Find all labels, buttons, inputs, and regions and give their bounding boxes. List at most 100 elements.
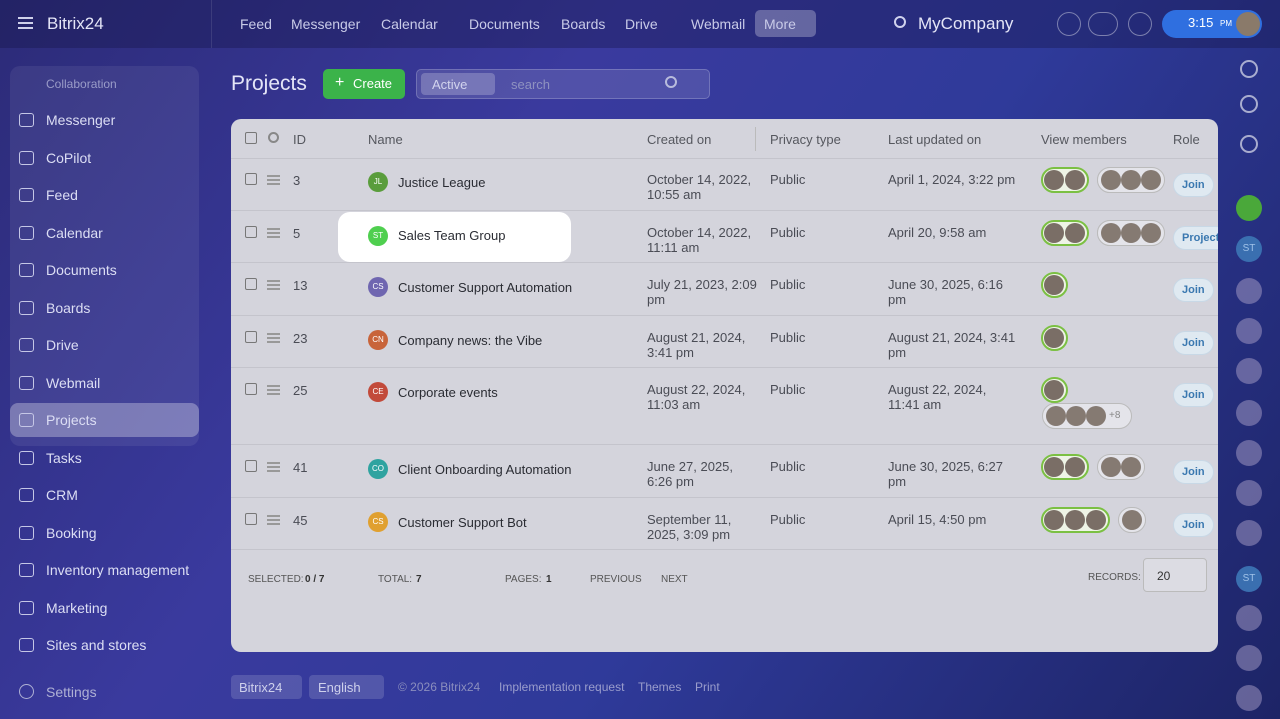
row-checkbox[interactable]: [245, 460, 257, 472]
row-checkbox[interactable]: [245, 226, 257, 238]
column-header[interactable]: ID: [293, 132, 306, 147]
avatar: [1101, 457, 1121, 477]
rail-icon[interactable]: [1240, 135, 1258, 153]
logo[interactable]: Bitrix24: [47, 14, 104, 33]
table-row[interactable]: 5 October 14, 2022, 11:11 am Public April 2…: [231, 211, 1218, 263]
sidebar-item[interactable]: Inventory management: [46, 562, 190, 578]
previous-button[interactable]: PREVIOUS: [590, 574, 642, 585]
header-checkbox[interactable]: [245, 132, 257, 144]
role-button[interactable]: Join: [1173, 278, 1214, 302]
rail-icon[interactable]: [1240, 95, 1258, 113]
rail-avatar[interactable]: [1236, 278, 1262, 304]
avatar: [1044, 223, 1064, 243]
column-header[interactable]: Role: [1173, 132, 1200, 147]
role-button[interactable]: Join: [1173, 513, 1214, 537]
pages-value: 1: [546, 574, 552, 585]
row-checkbox[interactable]: [245, 173, 257, 185]
footer-link[interactable]: Implementation request: [499, 680, 625, 694]
project-name[interactable]: Company news: the Vibe: [398, 333, 543, 348]
project-name[interactable]: Client Onboarding Automation: [398, 462, 572, 477]
rail-icon[interactable]: [1240, 60, 1258, 78]
filter-chip[interactable]: Active: [421, 73, 495, 95]
table-row[interactable]: 41 CO Client Onboarding Automation June 27,…: [231, 445, 1218, 498]
settings[interactable]: Settings: [46, 684, 97, 700]
nav-item[interactable]: Boards: [561, 16, 606, 32]
rail-badge[interactable]: ST: [1236, 236, 1262, 262]
nav-item[interactable]: Feed: [240, 16, 272, 32]
sidebar-item[interactable]: Tasks: [46, 449, 82, 466]
table-row[interactable]: 45 CS Customer Support Bot September 11, 20…: [231, 498, 1218, 550]
role-button[interactable]: Join: [1173, 383, 1214, 407]
sidebar-item[interactable]: Booking: [46, 524, 97, 541]
nav-item[interactable]: Drive: [625, 16, 658, 32]
row-checkbox[interactable]: [245, 383, 257, 395]
nav-item[interactable]: Calendar: [381, 16, 438, 32]
rail-lock[interactable]: [1236, 195, 1262, 221]
rail-avatar[interactable]: [1236, 605, 1262, 631]
project-name[interactable]: Customer Support Automation: [398, 280, 573, 295]
rail-avatar[interactable]: [1236, 685, 1262, 711]
rail-avatar[interactable]: [1236, 318, 1262, 344]
footer-logo[interactable]: Bitrix24: [231, 675, 302, 699]
role-button[interactable]: Join: [1173, 173, 1214, 197]
rail-avatar[interactable]: [1236, 645, 1262, 671]
nav-item[interactable]: Documents: [469, 16, 540, 32]
created-on: June 27, 2025, 6:26 pm: [647, 459, 734, 489]
records-select[interactable]: 20: [1143, 558, 1207, 592]
role-button[interactable]: Join: [1173, 331, 1214, 355]
rail-avatar[interactable]: [1236, 358, 1262, 384]
rail-avatar[interactable]: [1236, 440, 1262, 466]
column-header[interactable]: View members: [1041, 132, 1127, 147]
next-button[interactable]: NEXT: [661, 574, 688, 585]
row-checkbox[interactable]: [245, 513, 257, 525]
rail-avatar[interactable]: [1236, 520, 1262, 546]
column-header[interactable]: Created on: [647, 132, 712, 147]
sidebar-item[interactable]: CoPilot: [46, 149, 92, 166]
icon-button[interactable]: [1088, 12, 1118, 36]
company[interactable]: MyCompany: [918, 14, 1014, 33]
settings-icon[interactable]: [268, 132, 279, 143]
rail-avatar[interactable]: [1236, 400, 1262, 426]
row-checkbox[interactable]: [245, 331, 257, 343]
sidebar-item[interactable]: Sites and stores: [46, 637, 147, 653]
nav-item[interactable]: More: [764, 16, 796, 32]
project-name[interactable]: Corporate events: [398, 385, 498, 400]
avatar: [1044, 457, 1064, 477]
rail-avatar[interactable]: [1236, 480, 1262, 506]
sidebar-item[interactable]: Marketing: [46, 599, 108, 616]
clock[interactable]: 3:15 PM: [1162, 10, 1262, 38]
sidebar-item[interactable]: Calendar: [46, 224, 103, 241]
project-name[interactable]: Sales Team Group: [398, 228, 506, 243]
role-button[interactable]: Join: [1173, 460, 1214, 484]
column-header[interactable]: Name: [368, 132, 403, 147]
project-name[interactable]: Customer Support Bot: [398, 515, 527, 530]
table-row[interactable]: 25 CE Corporate events August 22, 2024, 11:…: [231, 368, 1218, 445]
table-row[interactable]: 23 CN Company news: the Vibe August 21, 202…: [231, 316, 1218, 368]
row-checkbox[interactable]: [245, 278, 257, 290]
sidebar-item[interactable]: Projects: [46, 412, 97, 428]
project-name[interactable]: Justice League: [398, 175, 486, 190]
icon-button[interactable]: [1128, 12, 1152, 36]
sidebar-item[interactable]: CRM: [46, 487, 78, 503]
section-title[interactable]: Collaboration: [46, 77, 117, 91]
column-header[interactable]: Privacy type: [770, 132, 841, 147]
sidebar-item[interactable]: Documents: [46, 262, 117, 278]
create-button[interactable]: + Create: [323, 69, 405, 99]
table-row[interactable]: 13 CS Customer Support Automation July 21, …: [231, 263, 1218, 316]
footer-link[interactable]: Print: [695, 680, 720, 694]
language-select[interactable]: English: [309, 675, 384, 699]
rail-badge[interactable]: ST: [1236, 566, 1262, 592]
sidebar-item[interactable]: Messenger: [46, 112, 116, 128]
column-header[interactable]: Last updated on: [888, 132, 982, 147]
sidebar-item[interactable]: Boards: [46, 299, 91, 316]
sidebar-item[interactable]: Feed: [46, 187, 78, 203]
icon-button[interactable]: [1057, 12, 1081, 36]
sidebar-item[interactable]: Drive: [46, 337, 79, 353]
nav-item[interactable]: Webmail: [691, 16, 746, 32]
search-box[interactable]: Active search: [416, 69, 710, 99]
sidebar-item[interactable]: Webmail: [46, 374, 101, 391]
footer-link[interactable]: Themes: [638, 680, 682, 694]
nav-item[interactable]: Messenger: [291, 16, 361, 32]
role-button[interactable]: Project: [1173, 226, 1218, 250]
table-row[interactable]: 3 JL Justice League October 14, 2022, 10:55…: [231, 158, 1218, 211]
